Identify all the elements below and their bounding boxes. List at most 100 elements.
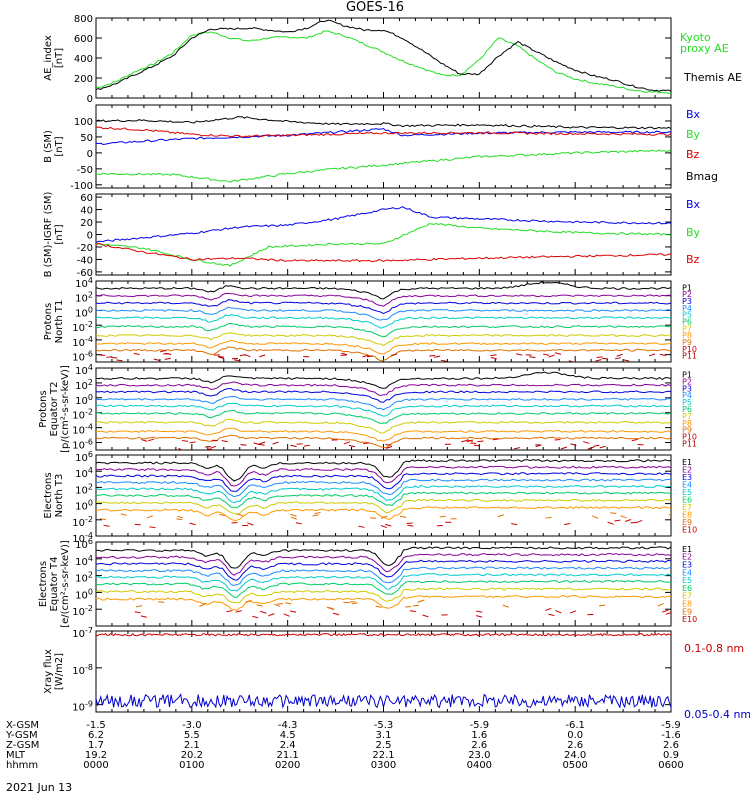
channel-segment-p10 [159,349,167,353]
channel-segment-p11 [473,444,480,447]
panel-2: -100 -50 0 50 100 B (SM) [nT] Bx By Bz Bmag [43,104,718,192]
channel-segment-p11 [111,356,118,359]
y-tick-label: 10-9 [72,700,93,714]
channel-segment-e9 [273,603,281,607]
channel-segment-p11 [390,353,398,356]
y-axis-label: Protons [38,390,49,427]
ephemeris-value: 21.1 [277,750,299,761]
channel-segment-p10 [583,441,590,444]
channel-segment-p11 [116,359,123,362]
channel-segment-e9 [199,603,206,607]
channel-segment-e10 [149,526,156,529]
series-line-by [96,222,671,267]
legend-kyoto: Kyoto [680,31,711,44]
ephemeris-value: 3.1 [376,730,392,741]
channel-line-p9 [96,434,671,449]
plot-area [96,371,671,450]
y-tick-label: -50 [77,165,93,176]
channel-segment-e10 [476,615,483,618]
channel-segment-p11 [595,359,602,362]
panel-7: Electrons Equator T4 [e/(cm²-s-sr-keV)] E1E… [38,540,697,628]
channel-segment-e10 [476,610,483,613]
series-line-bz [96,126,671,138]
plot-area [96,206,671,267]
y-tick-label: 200 [74,74,93,85]
channel-line-e5 [96,485,671,504]
channel-label-p8: P8 [682,331,692,340]
channel-segment-p10 [554,352,562,355]
channel-line-p5 [96,402,671,417]
ephemeris-value: -1.6 [661,730,681,741]
ephemeris-value: 0.9 [663,750,679,761]
channel-segment-e10 [247,522,254,526]
y-tick-label: 10-4 [72,531,93,545]
series-line-bz [96,242,671,263]
ephemeris-value: 19.2 [85,750,107,761]
legend-bx: Bx [686,108,701,121]
legend-bx: Bx [686,198,701,211]
channel-segment-e9 [351,602,358,605]
channel-label-e7: E7 [682,592,692,601]
channel-line-p7 [96,332,671,346]
y-tick-label: -20 [77,243,93,254]
channel-segment-p10 [461,439,468,443]
legend-kyoto: proxy AE [680,42,729,55]
y-tick-label: 100 [75,587,93,601]
channel-label-e10: E10 [682,615,697,624]
channel-line-e3 [96,472,671,492]
plot-area [96,19,671,94]
channel-segment-p10 [492,438,499,441]
channel-segment-p11 [587,446,594,450]
channel-segment-e10 [436,524,443,527]
channel-line-e1 [96,546,671,569]
ephemeris-value: -5.3 [374,720,394,731]
channel-label-p1: P1 [682,283,692,292]
channel-line-p3 [96,388,671,403]
y-tick-label: 100 [74,117,93,128]
channel-label-p2: P2 [682,290,692,299]
legend-bz: Bz [686,253,700,266]
channel-label-p1: P1 [682,370,692,379]
channel-segment-e9 [219,513,226,517]
channel-line-e7 [96,587,671,604]
ephemeris-value: 2.4 [280,740,296,751]
channel-line-e3 [96,559,671,581]
panel-frame [95,193,672,276]
channel-segment-e10 [252,615,259,619]
channel-segment-e10 [260,610,267,614]
channel-label-e10: E10 [682,525,697,534]
channel-segment-e10 [511,523,518,526]
legend-themis: Themis AE [683,71,742,84]
y-axis-label: Electrons [38,561,49,607]
channel-line-e4 [96,478,671,498]
y-tick-label: 10-2 [72,408,93,422]
channel-segment-e9 [314,511,321,515]
y-axis-label: [nT] [54,224,65,244]
channel-segment-p10 [466,439,474,442]
channel-line-p6 [96,409,671,424]
channel-line-p8 [96,427,671,442]
y-axis-label: North T1 [54,300,65,344]
channel-segment-e10 [624,519,632,522]
channel-segment-p11 [217,355,224,358]
y-axis-label: Protons [43,303,54,340]
channel-segment-e9 [381,515,388,519]
ephemeris-value: 2.5 [376,740,392,751]
channel-segment-e10 [635,519,643,524]
channel-segment-p11 [204,446,211,448]
channel-segment-e9 [545,516,552,519]
channel-segment-p10 [343,441,351,445]
ephemeris-row-label: MLT [6,750,26,761]
channel-segment-p10 [341,352,348,356]
ephemeris-value: -1.5 [86,720,106,731]
channel-segment-e9 [412,604,419,607]
ephemeris-value: 0000 [83,760,108,771]
channel-segment-e9 [497,514,504,517]
channel-segment-e9 [120,513,127,516]
plot-area [96,116,671,183]
channel-segment-p11 [290,444,297,448]
y-tick-label: 600 [74,34,93,45]
ephemeris-value: 24.0 [564,750,586,761]
legend-by: By [686,226,701,239]
